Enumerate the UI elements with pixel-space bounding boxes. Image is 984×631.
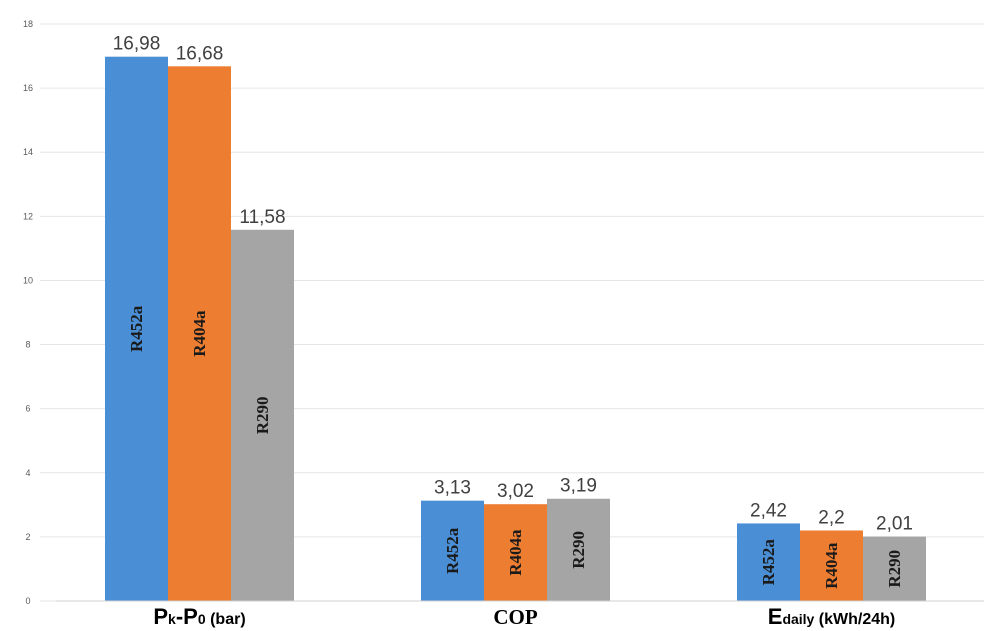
y-tick-label: 16 (23, 83, 33, 93)
bar-r452a-1 (421, 500, 484, 601)
data-label: 2,2 (818, 507, 844, 528)
data-label: 16,68 (176, 43, 224, 64)
y-tick-label: 6 (25, 404, 30, 414)
data-label: 3,02 (497, 481, 534, 502)
category-label: Pk-P0 (bar) (153, 604, 245, 629)
y-tick-label: 10 (23, 275, 33, 285)
category-label: COP (493, 605, 538, 629)
x-axis: Pk-P0 (bar) COP Edaily (kWh/24h) (56, 600, 984, 629)
series-label-in-bar: R290 (569, 531, 588, 569)
series-label-in-bar: R452a (759, 539, 778, 586)
y-tick-label: 18 (23, 19, 33, 29)
y-tick-label: 4 (25, 468, 30, 478)
y-tick-label: 14 (23, 147, 33, 157)
bar-r290-2 (863, 536, 926, 601)
bar-r452a-2 (737, 523, 800, 601)
series-label-in-bar: R290 (253, 397, 272, 435)
category-label: Edaily (kWh/24h) (768, 604, 895, 629)
bar-r404a-0 (168, 66, 231, 601)
series-label-in-bar: R452a (443, 527, 462, 574)
y-axis: 0 2 4 6 8 10 12 14 16 18 (23, 19, 33, 606)
series-label-in-bar: R404a (190, 310, 209, 357)
data-label: 2,01 (876, 514, 913, 535)
y-tick-label: 12 (23, 211, 33, 221)
y-tick-label: 8 (25, 340, 30, 350)
bars: 16,98 R452a 3,13 R452a 2,42 R452a 16,68 R404a 3,… (105, 34, 926, 602)
bar-r404a-2 (800, 530, 863, 601)
data-label: 3,13 (434, 478, 471, 499)
y-tick-label: 2 (25, 532, 30, 542)
series-label-in-bar: R404a (822, 542, 841, 589)
bar-r290-1 (547, 498, 610, 601)
y-tick-label: 0 (25, 596, 30, 606)
series-label-in-bar: R290 (885, 550, 904, 588)
data-label: 2,42 (750, 500, 787, 521)
data-label: 3,19 (560, 476, 597, 497)
bar-r452a-0 (105, 56, 168, 602)
series-label-in-bar: R404a (506, 529, 525, 576)
bar-r404a-1 (484, 504, 547, 601)
series-label-in-bar: R452a (127, 305, 146, 352)
data-label: 16,98 (113, 34, 161, 55)
bar-r290-0 (231, 229, 294, 601)
data-label: 11,58 (239, 207, 285, 228)
